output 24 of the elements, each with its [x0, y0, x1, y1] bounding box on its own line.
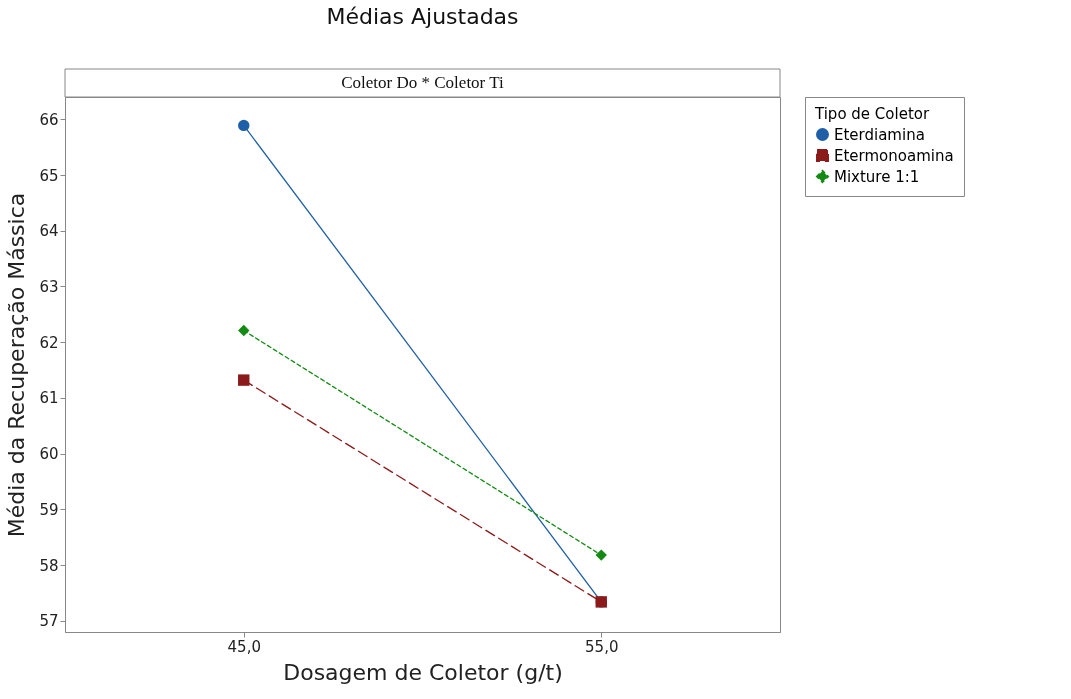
legend-label: Mixture 1:1	[834, 167, 920, 186]
y-axis-title: Média da Recuperação Mássica	[4, 192, 30, 538]
legend-label: Eterdiamina	[834, 125, 925, 144]
point	[238, 324, 250, 337]
y-tick-label: 60	[39, 445, 59, 464]
x-axis-title: Dosagem de Coletor (g/t)	[283, 659, 563, 685]
y-tick-label: 58	[39, 556, 59, 575]
point	[238, 119, 250, 132]
y-tick-label: 65	[39, 166, 59, 185]
chart-subtitle: Coletor Do * Coletor Ti	[341, 73, 505, 92]
legend-label: Etermonoamina	[834, 146, 954, 165]
y-tick-label: 57	[39, 612, 59, 631]
y-tick-label: 63	[39, 277, 59, 296]
y-tick-label: 62	[39, 333, 59, 352]
y-tick-label: 64	[39, 222, 59, 241]
chart-title: Médias Ajustadas	[326, 3, 519, 29]
y-tick-label: 66	[39, 110, 59, 129]
y-tick-label: 59	[39, 500, 59, 519]
point	[595, 549, 607, 561]
x-tick-label: 55,0	[585, 637, 619, 656]
y-tick-label: 61	[39, 389, 59, 408]
legend-title: Tipo de Coletor	[814, 105, 930, 123]
point	[238, 374, 250, 386]
x-tick-label: 45,0	[227, 637, 261, 656]
